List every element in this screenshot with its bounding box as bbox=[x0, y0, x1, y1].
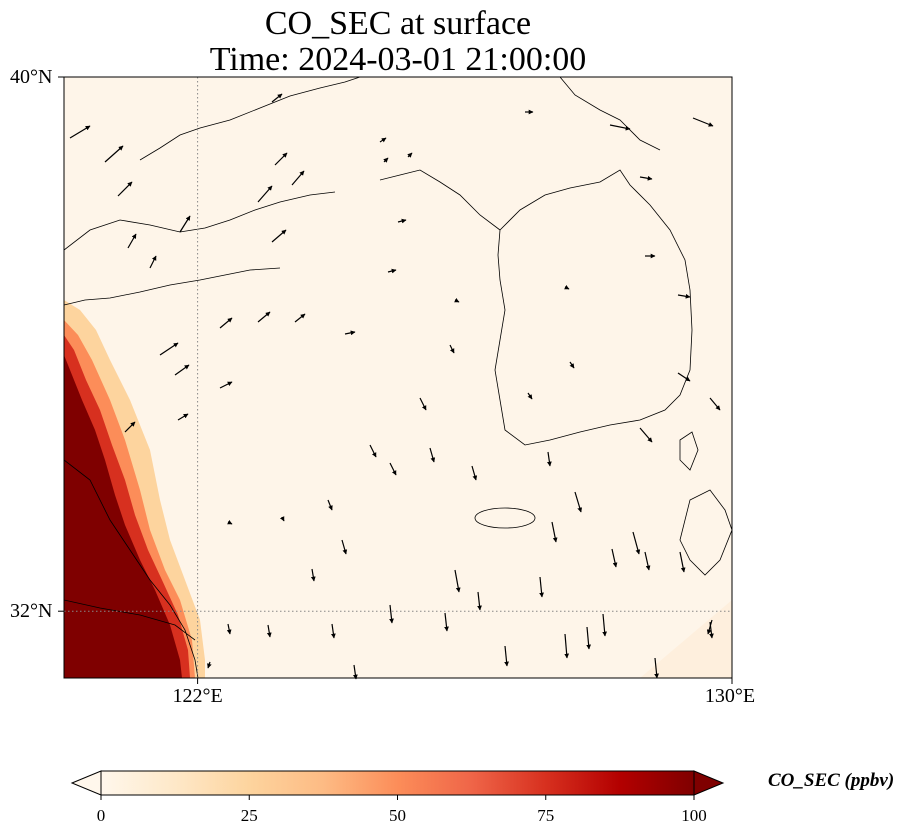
wind-arrow bbox=[369, 444, 377, 458]
wind-arrow bbox=[639, 427, 653, 443]
wind-arrow bbox=[539, 576, 544, 598]
wind-arrow bbox=[449, 344, 455, 354]
wind-arrow bbox=[294, 313, 306, 323]
wind-arrow bbox=[477, 591, 482, 611]
wind-arrow bbox=[117, 181, 133, 197]
wind-arrow bbox=[679, 551, 686, 573]
axis-ticks bbox=[58, 76, 733, 684]
colorbar bbox=[70, 770, 725, 800]
colorbar-tick-label: 0 bbox=[96, 806, 106, 825]
wind-arrow bbox=[127, 233, 137, 249]
wind-arrow bbox=[419, 397, 427, 411]
concentration-field bbox=[64, 300, 732, 678]
colorbar-gradient bbox=[101, 771, 694, 795]
colorbar-tick-label: 50 bbox=[389, 806, 406, 825]
lon-label-122e: 122°E bbox=[172, 685, 223, 707]
colorbar-tick-label: 75 bbox=[537, 806, 555, 825]
wind-arrow bbox=[104, 145, 124, 163]
wind-arrow bbox=[353, 664, 358, 680]
wind-arrow bbox=[179, 215, 191, 233]
wind-arrow bbox=[327, 499, 333, 511]
wind-arrow bbox=[677, 372, 691, 382]
wind-arrow bbox=[654, 657, 659, 679]
wind-arrow bbox=[709, 397, 721, 411]
wind-arrow bbox=[279, 516, 285, 522]
wind-arrow bbox=[632, 531, 641, 555]
wind-arrow bbox=[219, 317, 233, 329]
wind-arrow bbox=[177, 413, 189, 421]
wind-arrow bbox=[547, 451, 552, 467]
wind-arrow bbox=[387, 268, 397, 274]
wind-arrow bbox=[341, 539, 348, 555]
wind-arrow bbox=[379, 137, 387, 143]
wind-arrow bbox=[504, 645, 509, 667]
wind-arrow bbox=[677, 293, 691, 299]
wind-arrow bbox=[569, 361, 575, 369]
wind-arrow bbox=[471, 465, 478, 481]
wind-arrow bbox=[257, 185, 273, 203]
wind-arrow bbox=[564, 633, 570, 659]
wind-arrow bbox=[407, 152, 413, 158]
chart-title-line2: Time: 2024-03-01 21:00:00 bbox=[209, 41, 587, 78]
wind-arrow bbox=[586, 626, 591, 650]
wind-arrow bbox=[389, 604, 394, 624]
wind-arrow bbox=[271, 93, 283, 103]
wind-arrow bbox=[639, 175, 653, 181]
wind-arrow bbox=[692, 117, 714, 127]
wind-arrow bbox=[551, 521, 558, 543]
colorbar-tick-label: 25 bbox=[240, 806, 258, 825]
colorbar-tick-label: 100 bbox=[681, 806, 707, 825]
wind-arrow bbox=[602, 613, 607, 637]
map-frame bbox=[63, 76, 733, 679]
wind-arrow bbox=[706, 619, 713, 635]
wind-arrow bbox=[274, 152, 288, 166]
wind-arrow bbox=[527, 392, 533, 400]
colorbar-label: CO_SEC (ppbv) bbox=[768, 770, 895, 791]
wind-arrow bbox=[219, 381, 233, 389]
wind-arrow bbox=[644, 551, 651, 571]
gridlines bbox=[64, 77, 732, 678]
wind-arrow bbox=[389, 462, 397, 476]
wind-arrow bbox=[310, 568, 316, 582]
wind-arrow bbox=[174, 364, 190, 376]
chart-title-line1: CO_SEC at surface bbox=[264, 5, 532, 42]
wind-arrow bbox=[454, 569, 461, 593]
lat-label-40n: 40°N bbox=[10, 66, 53, 88]
lat-label-32n: 32°N bbox=[10, 600, 53, 622]
wind-arrow bbox=[227, 519, 233, 525]
wind-arrow bbox=[159, 342, 179, 356]
wind-arrow bbox=[124, 421, 136, 433]
lon-label-130e: 130°E bbox=[704, 685, 756, 707]
wind-arrow bbox=[383, 157, 389, 163]
wind-arrow bbox=[291, 170, 305, 186]
wind-arrow bbox=[454, 297, 460, 303]
wind-arrow bbox=[257, 311, 271, 323]
wind-arrow bbox=[609, 124, 631, 131]
wind-arrow bbox=[429, 447, 436, 463]
wind-arrow bbox=[331, 623, 336, 639]
wind-arrow bbox=[344, 330, 356, 336]
wind-arrow bbox=[207, 661, 212, 669]
colorbar-extend-min bbox=[70, 770, 102, 796]
colorbar-extend-max bbox=[693, 770, 725, 796]
wind-arrow bbox=[266, 624, 272, 638]
wind-arrow bbox=[574, 491, 583, 513]
wind-arrow bbox=[397, 218, 407, 224]
coastlines bbox=[64, 77, 732, 678]
wind-arrow bbox=[611, 548, 618, 568]
wind-arrow bbox=[564, 284, 570, 290]
wind-arrow bbox=[69, 125, 91, 139]
wind-arrow bbox=[149, 255, 157, 269]
wind-arrow bbox=[226, 623, 232, 635]
wind-vectors bbox=[69, 93, 721, 680]
wind-arrow bbox=[271, 229, 287, 243]
wind-arrow bbox=[444, 612, 449, 632]
